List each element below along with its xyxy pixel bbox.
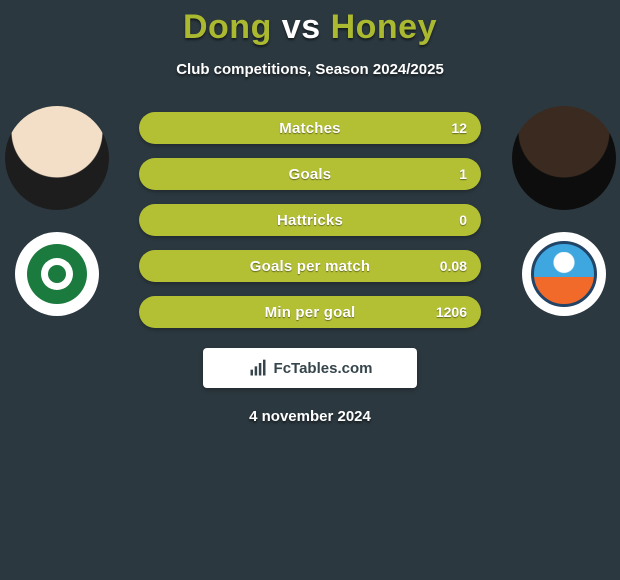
- stat-row-hattricks: Hattricks 0: [139, 204, 481, 236]
- crest-placeholder-icon: [15, 232, 99, 316]
- right-player-column: [509, 106, 618, 316]
- stat-value-right: 0.08: [440, 258, 467, 274]
- stat-row-min-per-goal: Min per goal 1206: [139, 296, 481, 328]
- player-left-avatar: [5, 106, 109, 210]
- avatar-placeholder-icon: [512, 106, 616, 210]
- club-left-crest: [15, 232, 99, 316]
- stat-value-right: 12: [451, 120, 467, 136]
- crest-placeholder-icon: [522, 232, 606, 316]
- stat-value-right: 1: [459, 166, 467, 182]
- stat-value-right: 1206: [436, 304, 467, 320]
- brand-badge: FcTables.com: [203, 348, 417, 388]
- stat-label: Matches: [279, 120, 340, 137]
- snapshot-date: 4 november 2024: [0, 408, 620, 425]
- club-right-crest: [522, 232, 606, 316]
- stats-column: Matches 12 Goals 1 Hattricks 0 Goals per…: [139, 106, 481, 328]
- stat-value-right: 0: [459, 212, 467, 228]
- player1-name: Dong: [183, 8, 272, 46]
- player2-name: Honey: [331, 8, 437, 46]
- player-right-avatar: [512, 106, 616, 210]
- avatar-placeholder-icon: [5, 106, 109, 210]
- brand-text: FcTables.com: [274, 360, 373, 377]
- stat-row-matches: Matches 12: [139, 112, 481, 144]
- stat-label: Min per goal: [265, 304, 356, 321]
- stat-label: Goals per match: [250, 258, 371, 275]
- stat-row-goals-per-match: Goals per match 0.08: [139, 250, 481, 282]
- comparison-title: Dong vs Honey: [0, 0, 620, 47]
- chart-bars-icon: [248, 358, 268, 378]
- left-player-column: [2, 106, 111, 316]
- season-subtitle: Club competitions, Season 2024/2025: [0, 61, 620, 78]
- stat-label: Goals: [289, 166, 332, 183]
- stat-row-goals: Goals 1: [139, 158, 481, 190]
- stat-label: Hattricks: [277, 212, 343, 229]
- vs-separator: vs: [282, 8, 321, 46]
- comparison-body: Matches 12 Goals 1 Hattricks 0 Goals per…: [0, 106, 620, 328]
